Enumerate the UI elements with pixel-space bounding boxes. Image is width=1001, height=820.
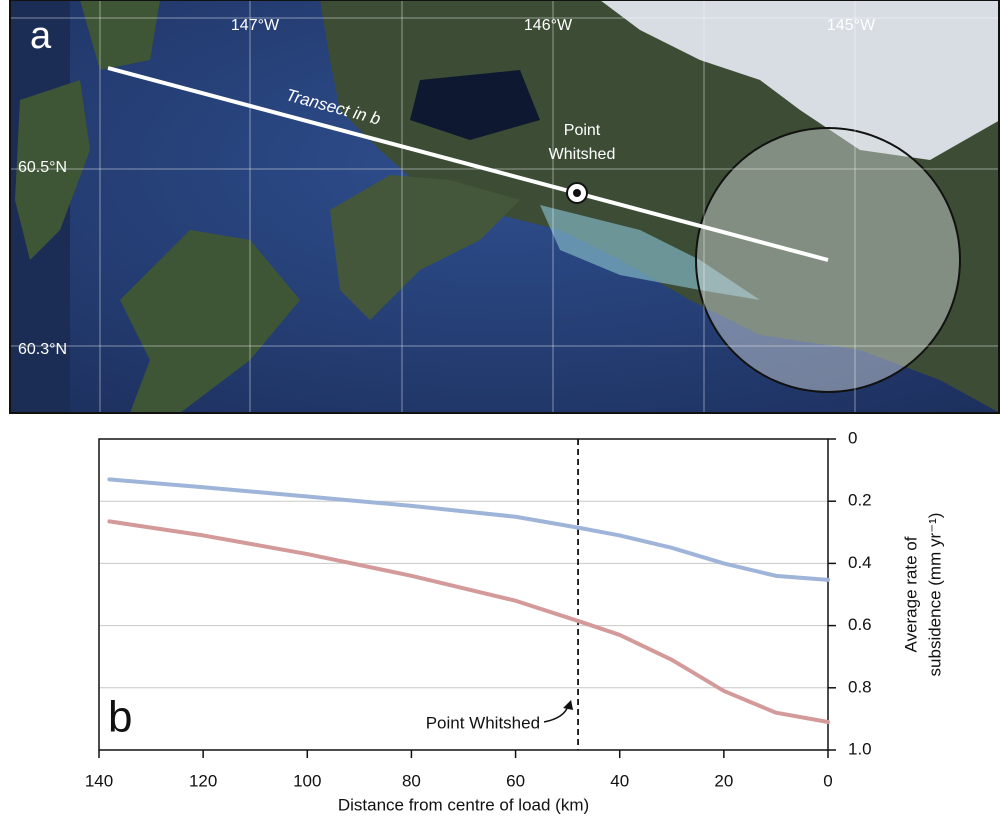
lon-label: 145°W — [827, 17, 876, 34]
series-line — [107, 519, 830, 725]
map — [10, 0, 999, 413]
annotation-text: Point Whitshed — [426, 713, 540, 732]
island — [330, 175, 520, 320]
point-marker-dot — [573, 189, 581, 197]
y-axis-label: subsidence (mm yr⁻¹) — [925, 513, 944, 677]
point-label: Point — [564, 122, 601, 139]
y-tick-label: 0.8 — [848, 677, 872, 696]
x-tick-label: 20 — [714, 771, 733, 790]
map-frame — [9, 0, 1000, 414]
series-line — [107, 477, 830, 582]
island — [15, 80, 90, 260]
x-tick-label: 100 — [293, 771, 321, 790]
y-tick-label: 0.4 — [848, 553, 872, 572]
y-axis-label: Average rate of — [901, 536, 920, 652]
y-tick-label: 0.2 — [848, 491, 872, 510]
transect — [107, 66, 829, 262]
lon-label: 146°W — [524, 17, 573, 34]
plot-frame — [98, 438, 829, 751]
lon-label: 147°W — [231, 17, 280, 34]
y-tick-label: 1.0 — [848, 739, 872, 758]
x-tick-label: 0 — [823, 771, 832, 790]
graticule — [10, 0, 999, 413]
point-label: Whitshed — [549, 146, 616, 163]
y-tick-label: 0.6 — [848, 615, 872, 634]
panel-label: b — [108, 693, 132, 742]
x-axis-label: Distance from centre of load (km) — [338, 795, 589, 814]
annotation-arrow — [543, 705, 569, 723]
lat-label: 60.3°N — [18, 341, 67, 358]
y-tick-label: 0 — [848, 428, 857, 447]
x-tick-label: 140 — [85, 771, 113, 790]
x-tick-label: 120 — [189, 771, 217, 790]
bay — [410, 70, 540, 140]
shoal — [540, 205, 760, 300]
x-tick-label: 60 — [506, 771, 525, 790]
panel-label: a — [30, 15, 52, 57]
annotation-arrowhead — [563, 700, 574, 710]
x-tick-label: 40 — [610, 771, 629, 790]
island — [80, 0, 160, 70]
x-tick-label: 80 — [402, 771, 421, 790]
island — [120, 230, 300, 413]
glacier — [600, 0, 999, 160]
lat-label: 60.5°N — [18, 159, 67, 176]
